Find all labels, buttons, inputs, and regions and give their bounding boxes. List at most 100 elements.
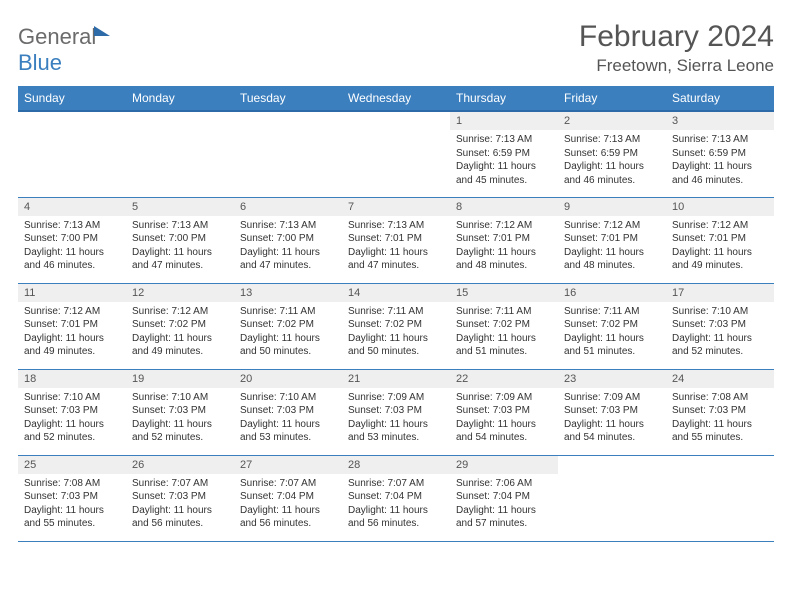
day-details: Sunrise: 7:13 AMSunset: 7:00 PMDaylight:… <box>234 216 342 277</box>
day-details: Sunrise: 7:10 AMSunset: 7:03 PMDaylight:… <box>126 388 234 449</box>
calendar-cell: 1Sunrise: 7:13 AMSunset: 6:59 PMDaylight… <box>450 111 558 197</box>
day-number: 22 <box>450 370 558 388</box>
day-details: Sunrise: 7:13 AMSunset: 6:59 PMDaylight:… <box>558 130 666 191</box>
calendar-cell: 2Sunrise: 7:13 AMSunset: 6:59 PMDaylight… <box>558 111 666 197</box>
weekday-header: Wednesday <box>342 86 450 111</box>
weekday-header: Monday <box>126 86 234 111</box>
day-details: Sunrise: 7:11 AMSunset: 7:02 PMDaylight:… <box>558 302 666 363</box>
calendar-cell: 11Sunrise: 7:12 AMSunset: 7:01 PMDayligh… <box>18 283 126 369</box>
day-number: 18 <box>18 370 126 388</box>
day-details: Sunrise: 7:10 AMSunset: 7:03 PMDaylight:… <box>666 302 774 363</box>
day-number: 7 <box>342 198 450 216</box>
calendar-cell: 21Sunrise: 7:09 AMSunset: 7:03 PMDayligh… <box>342 369 450 455</box>
day-number: 28 <box>342 456 450 474</box>
day-number: 8 <box>450 198 558 216</box>
day-number: 21 <box>342 370 450 388</box>
page-title: February 2024 <box>579 20 774 54</box>
day-details: Sunrise: 7:13 AMSunset: 7:00 PMDaylight:… <box>18 216 126 277</box>
weekday-header: Tuesday <box>234 86 342 111</box>
logo-word2: Blue <box>18 50 62 75</box>
calendar-cell: 13Sunrise: 7:11 AMSunset: 7:02 PMDayligh… <box>234 283 342 369</box>
calendar-cell: 18Sunrise: 7:10 AMSunset: 7:03 PMDayligh… <box>18 369 126 455</box>
calendar-cell: 12Sunrise: 7:12 AMSunset: 7:02 PMDayligh… <box>126 283 234 369</box>
day-number: 6 <box>234 198 342 216</box>
day-number: 26 <box>126 456 234 474</box>
calendar-cell <box>342 111 450 197</box>
day-number: 1 <box>450 112 558 130</box>
day-number: 5 <box>126 198 234 216</box>
day-details: Sunrise: 7:09 AMSunset: 7:03 PMDaylight:… <box>558 388 666 449</box>
day-details: Sunrise: 7:12 AMSunset: 7:02 PMDaylight:… <box>126 302 234 363</box>
calendar-cell: 28Sunrise: 7:07 AMSunset: 7:04 PMDayligh… <box>342 455 450 541</box>
day-details: Sunrise: 7:10 AMSunset: 7:03 PMDaylight:… <box>18 388 126 449</box>
calendar-cell: 6Sunrise: 7:13 AMSunset: 7:00 PMDaylight… <box>234 197 342 283</box>
calendar-body: 1Sunrise: 7:13 AMSunset: 6:59 PMDaylight… <box>18 111 774 541</box>
day-details: Sunrise: 7:10 AMSunset: 7:03 PMDaylight:… <box>234 388 342 449</box>
day-number: 13 <box>234 284 342 302</box>
day-number: 9 <box>558 198 666 216</box>
day-number: 19 <box>126 370 234 388</box>
weekday-header: Saturday <box>666 86 774 111</box>
day-details: Sunrise: 7:13 AMSunset: 7:00 PMDaylight:… <box>126 216 234 277</box>
day-number: 27 <box>234 456 342 474</box>
weekday-header-row: SundayMondayTuesdayWednesdayThursdayFrid… <box>18 86 774 111</box>
day-number: 23 <box>558 370 666 388</box>
calendar-cell <box>666 455 774 541</box>
calendar-cell <box>126 111 234 197</box>
day-number: 4 <box>18 198 126 216</box>
logo-triangle-icon <box>94 26 110 36</box>
calendar-cell: 14Sunrise: 7:11 AMSunset: 7:02 PMDayligh… <box>342 283 450 369</box>
calendar-week-row: 1Sunrise: 7:13 AMSunset: 6:59 PMDaylight… <box>18 111 774 197</box>
calendar-cell: 16Sunrise: 7:11 AMSunset: 7:02 PMDayligh… <box>558 283 666 369</box>
calendar-week-row: 4Sunrise: 7:13 AMSunset: 7:00 PMDaylight… <box>18 197 774 283</box>
calendar-cell: 4Sunrise: 7:13 AMSunset: 7:00 PMDaylight… <box>18 197 126 283</box>
day-details: Sunrise: 7:12 AMSunset: 7:01 PMDaylight:… <box>666 216 774 277</box>
calendar-week-row: 18Sunrise: 7:10 AMSunset: 7:03 PMDayligh… <box>18 369 774 455</box>
calendar-cell: 25Sunrise: 7:08 AMSunset: 7:03 PMDayligh… <box>18 455 126 541</box>
day-details: Sunrise: 7:12 AMSunset: 7:01 PMDaylight:… <box>450 216 558 277</box>
calendar-cell <box>234 111 342 197</box>
calendar-cell: 27Sunrise: 7:07 AMSunset: 7:04 PMDayligh… <box>234 455 342 541</box>
day-number: 2 <box>558 112 666 130</box>
calendar-cell: 8Sunrise: 7:12 AMSunset: 7:01 PMDaylight… <box>450 197 558 283</box>
calendar-cell: 10Sunrise: 7:12 AMSunset: 7:01 PMDayligh… <box>666 197 774 283</box>
logo-text: General Blue <box>18 24 110 76</box>
day-number: 10 <box>666 198 774 216</box>
day-details: Sunrise: 7:07 AMSunset: 7:04 PMDaylight:… <box>234 474 342 535</box>
day-number: 29 <box>450 456 558 474</box>
calendar-cell: 7Sunrise: 7:13 AMSunset: 7:01 PMDaylight… <box>342 197 450 283</box>
calendar-cell: 23Sunrise: 7:09 AMSunset: 7:03 PMDayligh… <box>558 369 666 455</box>
calendar-cell: 29Sunrise: 7:06 AMSunset: 7:04 PMDayligh… <box>450 455 558 541</box>
calendar-cell: 20Sunrise: 7:10 AMSunset: 7:03 PMDayligh… <box>234 369 342 455</box>
day-number: 24 <box>666 370 774 388</box>
day-details: Sunrise: 7:07 AMSunset: 7:04 PMDaylight:… <box>342 474 450 535</box>
day-details: Sunrise: 7:13 AMSunset: 6:59 PMDaylight:… <box>450 130 558 191</box>
calendar-cell: 5Sunrise: 7:13 AMSunset: 7:00 PMDaylight… <box>126 197 234 283</box>
calendar-cell: 17Sunrise: 7:10 AMSunset: 7:03 PMDayligh… <box>666 283 774 369</box>
calendar-cell: 26Sunrise: 7:07 AMSunset: 7:03 PMDayligh… <box>126 455 234 541</box>
calendar-table: SundayMondayTuesdayWednesdayThursdayFrid… <box>18 86 774 542</box>
day-details: Sunrise: 7:12 AMSunset: 7:01 PMDaylight:… <box>18 302 126 363</box>
calendar-cell: 15Sunrise: 7:11 AMSunset: 7:02 PMDayligh… <box>450 283 558 369</box>
calendar-week-row: 11Sunrise: 7:12 AMSunset: 7:01 PMDayligh… <box>18 283 774 369</box>
day-details: Sunrise: 7:06 AMSunset: 7:04 PMDaylight:… <box>450 474 558 535</box>
day-number: 14 <box>342 284 450 302</box>
day-number: 25 <box>18 456 126 474</box>
day-number: 12 <box>126 284 234 302</box>
day-details: Sunrise: 7:09 AMSunset: 7:03 PMDaylight:… <box>342 388 450 449</box>
day-number: 3 <box>666 112 774 130</box>
day-details: Sunrise: 7:08 AMSunset: 7:03 PMDaylight:… <box>666 388 774 449</box>
day-details: Sunrise: 7:13 AMSunset: 6:59 PMDaylight:… <box>666 130 774 191</box>
calendar-cell <box>18 111 126 197</box>
day-details: Sunrise: 7:12 AMSunset: 7:01 PMDaylight:… <box>558 216 666 277</box>
calendar-cell: 19Sunrise: 7:10 AMSunset: 7:03 PMDayligh… <box>126 369 234 455</box>
weekday-header: Sunday <box>18 86 126 111</box>
weekday-header: Friday <box>558 86 666 111</box>
day-number: 17 <box>666 284 774 302</box>
calendar-week-row: 25Sunrise: 7:08 AMSunset: 7:03 PMDayligh… <box>18 455 774 541</box>
logo-word1: General <box>18 24 96 49</box>
day-details: Sunrise: 7:07 AMSunset: 7:03 PMDaylight:… <box>126 474 234 535</box>
day-details: Sunrise: 7:11 AMSunset: 7:02 PMDaylight:… <box>342 302 450 363</box>
day-number: 11 <box>18 284 126 302</box>
calendar-cell: 3Sunrise: 7:13 AMSunset: 6:59 PMDaylight… <box>666 111 774 197</box>
